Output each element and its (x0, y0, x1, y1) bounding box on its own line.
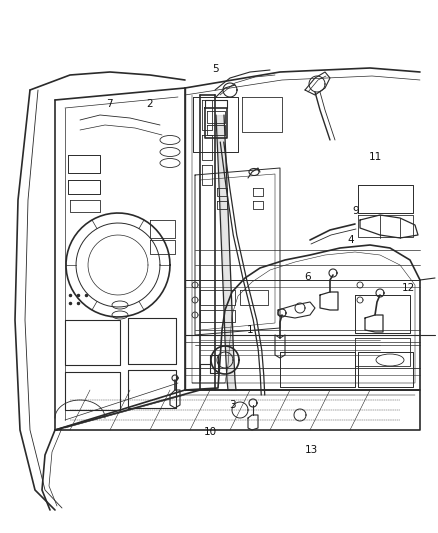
Text: 5: 5 (211, 64, 218, 74)
Text: 1: 1 (246, 326, 253, 335)
Text: 12: 12 (401, 283, 414, 293)
Text: 6: 6 (303, 272, 310, 282)
Text: 2: 2 (145, 99, 152, 109)
Text: 11: 11 (368, 152, 381, 162)
Text: 3: 3 (229, 400, 236, 410)
Text: 10: 10 (204, 427, 217, 437)
Text: 7: 7 (106, 99, 113, 109)
Text: 9: 9 (351, 206, 358, 215)
Text: 13: 13 (304, 446, 318, 455)
Text: 4: 4 (347, 235, 354, 245)
